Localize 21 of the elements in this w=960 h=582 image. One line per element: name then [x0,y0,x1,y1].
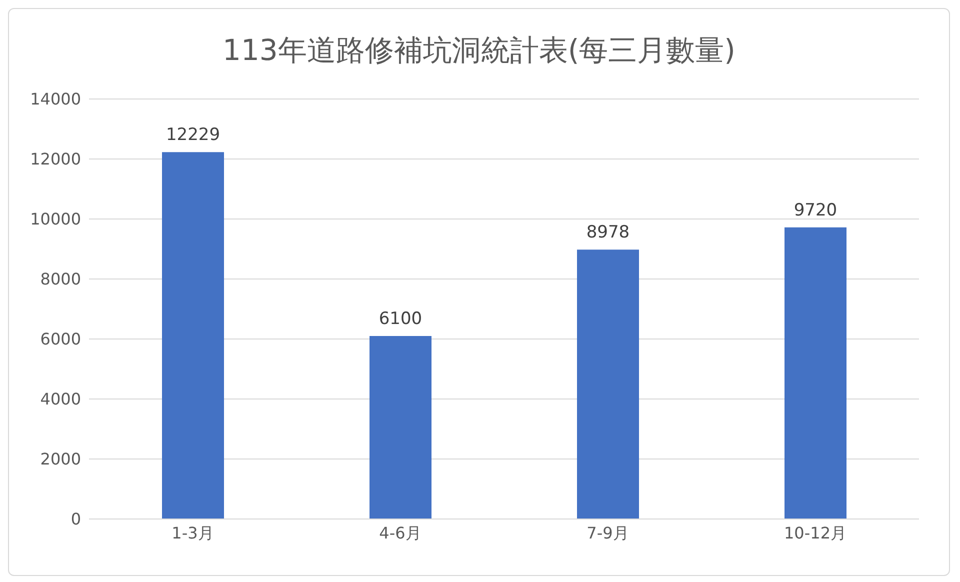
x-tick-label: 4-6月 [379,523,422,542]
x-tick-label: 10-12月 [784,523,846,542]
y-tick-label: 0 [70,510,81,529]
bar [577,250,639,519]
bar [162,152,224,519]
data-label: 8978 [586,222,630,243]
y-tick-label: 12000 [30,150,81,169]
y-tick-label: 6000 [40,330,81,349]
y-tick-label: 10000 [30,210,81,229]
bar [784,227,846,519]
data-label: 12229 [166,125,220,146]
y-tick-label: 14000 [30,90,81,109]
y-tick-label: 2000 [40,450,81,469]
x-tick-label: 1-3月 [172,523,214,542]
chart-title: 113年道路修補坑洞統計表(每三月數量) [222,32,736,69]
y-tick-label: 4000 [40,390,81,409]
x-tick-label: 7-9月 [586,523,629,542]
y-tick-label: 8000 [40,270,81,289]
bar [370,336,432,519]
data-label: 9720 [794,200,838,220]
data-label: 6100 [378,309,422,329]
